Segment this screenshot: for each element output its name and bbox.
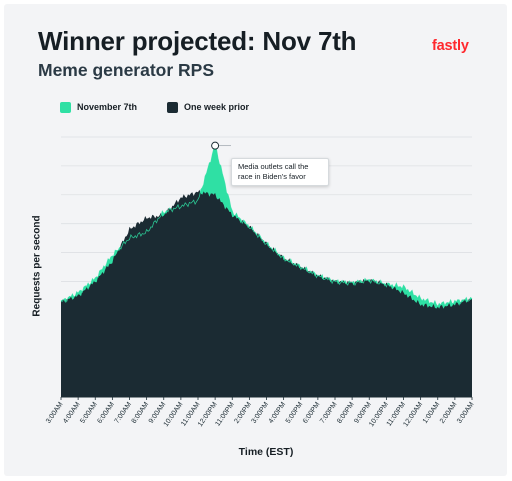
x-axis-label: Time (EST) xyxy=(238,446,294,458)
series-line-nov7 xyxy=(60,145,473,308)
annotation-callout: Media outlets call the race in Biden's f… xyxy=(231,158,329,186)
x-tick-label-24: 3:00AM xyxy=(456,401,476,425)
legend-swatch-nov7 xyxy=(60,101,71,113)
legend-item-prior: One week prior xyxy=(167,100,249,114)
legend-label-prior: One week prior xyxy=(184,102,250,112)
legend-label-nov7: November 7th xyxy=(77,102,138,112)
legend-item-nov7: November 7th xyxy=(60,100,137,114)
chart-title: Winner projected: Nov 7th xyxy=(38,26,357,56)
series-area-prior xyxy=(61,189,472,397)
peak-marker xyxy=(211,141,220,150)
chart-subtitle: Meme generator RPS xyxy=(38,60,215,80)
fastly-logo: fastly xyxy=(432,38,469,54)
y-axis-label: Requests per second xyxy=(31,215,43,317)
legend-swatch-prior xyxy=(167,101,178,113)
